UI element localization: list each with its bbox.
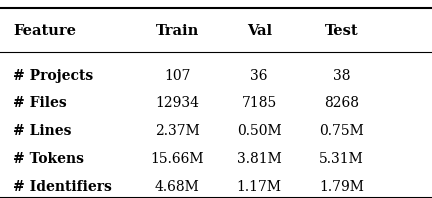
Text: 0.75M: 0.75M: [319, 124, 364, 138]
Text: # Identifiers: # Identifiers: [13, 180, 112, 193]
Text: 38: 38: [333, 69, 350, 83]
Text: Train: Train: [156, 24, 199, 38]
Text: 0.50M: 0.50M: [237, 124, 282, 138]
Text: # Lines: # Lines: [13, 124, 71, 138]
Text: # Tokens: # Tokens: [13, 152, 84, 166]
Text: 3.81M: 3.81M: [237, 152, 282, 166]
Text: 1.17M: 1.17M: [237, 180, 282, 193]
Text: 12934: 12934: [155, 96, 199, 110]
Text: 107: 107: [164, 69, 191, 83]
Text: Test: Test: [324, 24, 358, 38]
Text: 36: 36: [251, 69, 268, 83]
Text: # Files: # Files: [13, 96, 67, 110]
Text: 8268: 8268: [324, 96, 359, 110]
Text: 1.79M: 1.79M: [319, 180, 364, 193]
Text: 5.31M: 5.31M: [319, 152, 364, 166]
Text: 2.37M: 2.37M: [155, 124, 200, 138]
Text: Val: Val: [247, 24, 272, 38]
Text: 7185: 7185: [241, 96, 277, 110]
Text: Feature: Feature: [13, 24, 76, 38]
Text: 15.66M: 15.66M: [150, 152, 204, 166]
Text: # Projects: # Projects: [13, 69, 93, 83]
Text: 4.68M: 4.68M: [155, 180, 200, 193]
